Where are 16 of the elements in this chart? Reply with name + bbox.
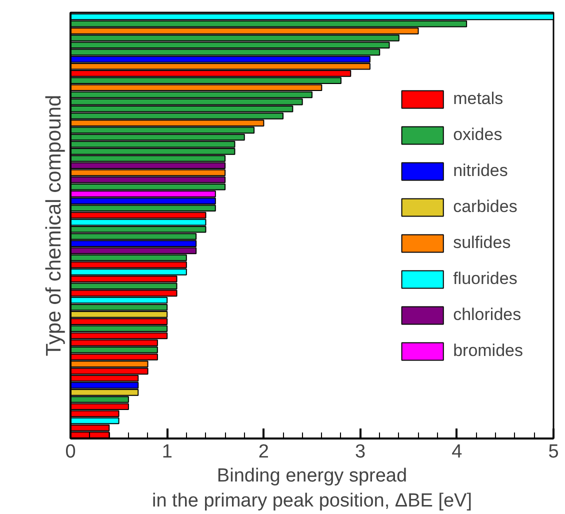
x-axis-title: Binding energy spread in the primary peak position, ΔBE [eV] [152,466,472,512]
legend-label: bromides [453,341,523,361]
x-tick-label: 3 [355,442,366,462]
x-tick-label: 4 [452,442,463,462]
x-tick-label: 2 [258,442,269,462]
legend-label: carbides [453,197,518,217]
legend-label: oxides [453,125,502,145]
legend-label: chlorides [453,305,522,325]
y-axis-title: Type of chemical compound [42,94,66,356]
legend-label: fluorides [453,269,518,289]
legend-label: metals [453,89,504,109]
x-tick-label: 5 [548,442,559,462]
legend-label: nitrides [453,161,508,181]
legend-label: sulfides [453,233,511,253]
x-tick-label: 0 [65,442,76,462]
x-tick-label: 1 [162,442,172,462]
